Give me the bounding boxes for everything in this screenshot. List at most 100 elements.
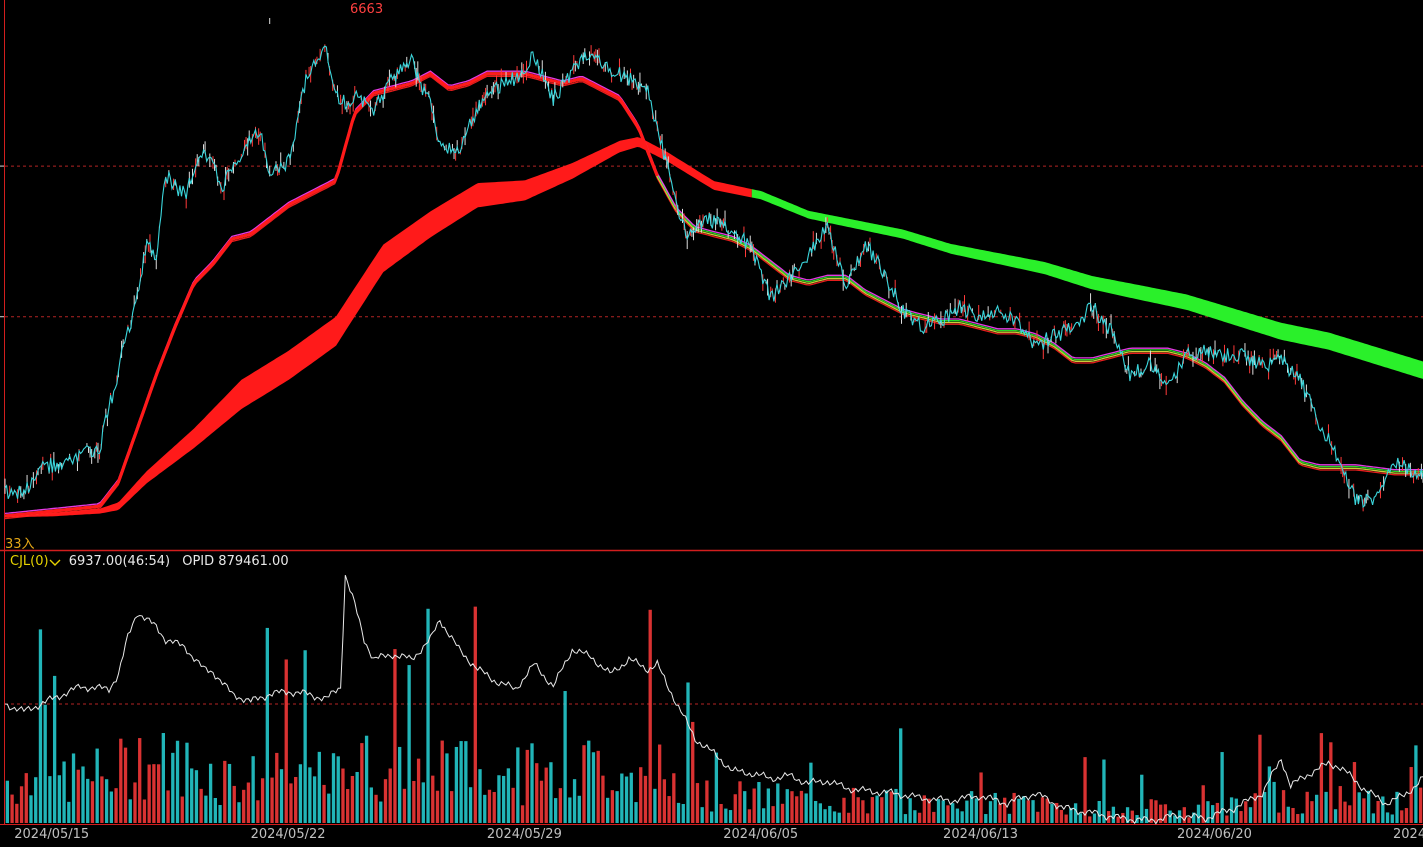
- volume-bar: [719, 803, 723, 823]
- volume-bar: [842, 797, 846, 823]
- indicator-value: 6937.00(46:54): [68, 554, 171, 569]
- volume-bar: [483, 794, 487, 823]
- volume-bar: [86, 778, 90, 823]
- fast-ma-line: [4, 75, 1423, 520]
- volume-bar: [1248, 807, 1253, 823]
- volume-bar: [686, 682, 690, 823]
- volume-bar: [558, 788, 563, 823]
- volume-bar: [1154, 800, 1158, 823]
- volume-bar: [175, 740, 180, 823]
- volume-bar: [502, 775, 506, 823]
- volume-bar: [865, 813, 870, 823]
- volume-bar: [747, 809, 752, 823]
- fast-ma-band-up: [4, 71, 659, 518]
- volume-bar: [813, 800, 818, 823]
- volume-bar: [341, 768, 345, 823]
- indicator-name-dropdown[interactable]: CJL(0): [10, 554, 65, 569]
- volume-bar: [1291, 807, 1295, 823]
- fast-ma-line: [4, 73, 1423, 518]
- volume-bar: [369, 787, 373, 823]
- volume-bar: [700, 807, 704, 823]
- volume-bar: [327, 793, 331, 823]
- volume-bar: [104, 779, 109, 823]
- volume-bar: [407, 665, 411, 823]
- volume-bar: [388, 768, 392, 823]
- volume-bar: [322, 784, 326, 823]
- volume-bar: [804, 793, 808, 823]
- volume-bar: [610, 790, 615, 823]
- volume-bar: [549, 762, 553, 823]
- volume-bar: [1144, 808, 1149, 823]
- volume-bar: [445, 753, 449, 823]
- volume-bar: [161, 733, 165, 823]
- volume-bar: [1338, 786, 1342, 823]
- volume-bar: [1092, 813, 1097, 823]
- volume-bar: [1366, 790, 1371, 823]
- volume-bar: [1272, 781, 1276, 823]
- volume-bar: [213, 797, 217, 823]
- volume-bar: [1395, 791, 1399, 823]
- volume-bar: [1149, 799, 1153, 823]
- indicator-name[interactable]: CJL(0): [10, 554, 49, 569]
- volume-bar: [1111, 806, 1116, 823]
- volume-bar: [577, 795, 581, 823]
- volume-bar: [138, 738, 142, 823]
- volume-bar: [1281, 790, 1286, 823]
- volume-bar: [289, 783, 293, 823]
- volume-bar: [1036, 811, 1040, 823]
- volume-bar: [771, 806, 775, 823]
- volume-bar: [298, 764, 303, 823]
- volume-bar: [128, 799, 132, 823]
- volume-bar: [435, 790, 440, 823]
- chevron-down-icon[interactable]: [49, 557, 61, 567]
- high-price-label: 6663: [350, 2, 384, 17]
- volume-bar: [1201, 785, 1205, 823]
- volume-bar: [275, 752, 279, 823]
- volume-bar: [1059, 809, 1064, 823]
- volume-bar: [331, 753, 336, 823]
- volume-bar: [34, 777, 38, 823]
- volume-bar: [29, 795, 33, 823]
- volume-bar: [662, 779, 667, 823]
- volume-bar: [1324, 791, 1328, 823]
- volume-bar: [1045, 798, 1049, 823]
- volume-bar: [809, 762, 813, 823]
- volume-bar: [1064, 814, 1068, 823]
- volume-bar: [761, 808, 766, 823]
- volume-bar: [402, 788, 407, 823]
- volume-bar: [525, 749, 529, 823]
- volume-bar: [227, 763, 232, 823]
- volume-bar: [572, 779, 577, 823]
- volume-bar: [1121, 812, 1125, 823]
- volume-bar: [709, 811, 714, 823]
- volume-bar: [1333, 809, 1338, 823]
- volume-bar: [587, 740, 591, 823]
- volume-bar: [459, 741, 463, 823]
- volume-bar: [799, 790, 804, 823]
- volume-bar: [743, 791, 747, 823]
- volume-bar: [1409, 767, 1413, 823]
- volume-bar: [1069, 807, 1073, 823]
- volume-bar: [705, 780, 709, 823]
- volume-bar: [251, 756, 255, 823]
- volume-bar: [875, 795, 879, 823]
- volume-bar: [790, 791, 794, 823]
- volume-bar: [171, 752, 175, 823]
- volume-bar: [294, 777, 298, 823]
- volume-bar: [383, 779, 388, 823]
- volume-bar: [1173, 815, 1177, 823]
- volume-bar: [591, 752, 596, 823]
- volume-bar: [426, 608, 430, 823]
- volume-bar: [993, 792, 997, 823]
- volume-bar: [190, 768, 194, 823]
- volume-bar: [393, 649, 397, 823]
- volume-bar: [1239, 811, 1243, 823]
- volume-bar: [38, 629, 43, 823]
- volume-bar: [15, 803, 19, 823]
- volume-bar: [946, 805, 950, 823]
- volume-bar: [412, 780, 416, 823]
- volume-bar: [568, 797, 572, 823]
- volume-bar: [473, 606, 477, 823]
- volume-bar: [1400, 810, 1404, 823]
- volume-bar: [917, 812, 922, 823]
